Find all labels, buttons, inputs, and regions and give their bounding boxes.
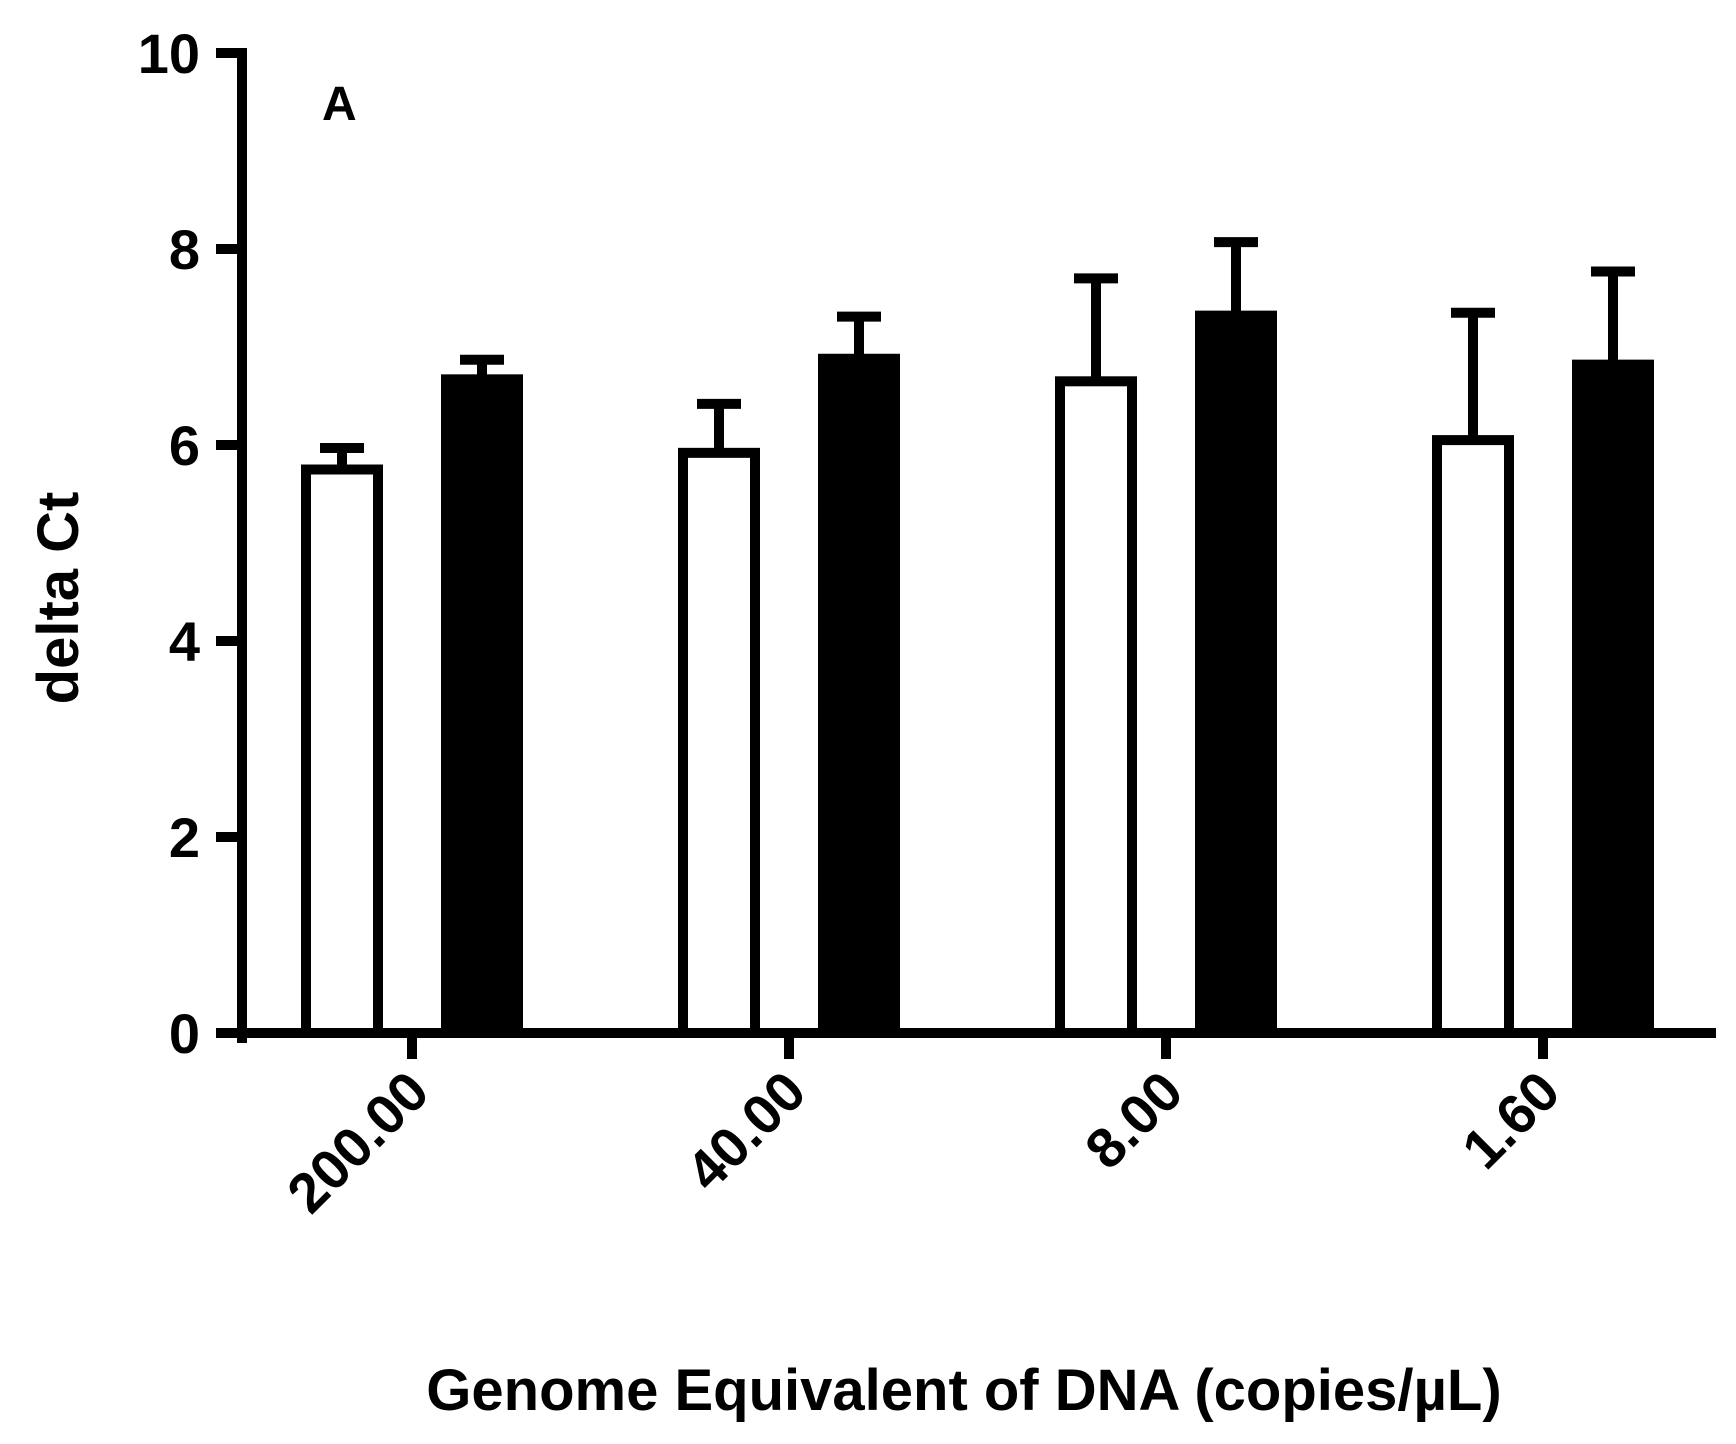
bar (818, 353, 900, 1038)
y-tick-label: 8 (169, 218, 200, 281)
bar (1055, 376, 1137, 1038)
y-tick-label: 0 (169, 1002, 200, 1065)
y-tick-label: 10 (138, 22, 200, 85)
bar (1195, 310, 1277, 1038)
x-tick-label: 40.00 (674, 1059, 818, 1203)
y-tick-label: 2 (169, 806, 200, 869)
x-axis-label: Genome Equivalent of DNA (copies/µL) (426, 1358, 1501, 1423)
bar (678, 447, 760, 1038)
bars-layer (301, 237, 1654, 1039)
panel-label: A (322, 78, 357, 131)
axes-layer (216, 48, 1716, 1043)
y-tick-label: 6 (169, 414, 200, 477)
bar (1432, 435, 1514, 1039)
x-tick-label: 200.00 (275, 1059, 441, 1225)
bar (441, 374, 523, 1038)
y-axis-label: delta Ct (26, 492, 91, 705)
x-tick-label: 1.60 (1450, 1059, 1572, 1181)
bar (1572, 359, 1654, 1038)
y-tick-label: 4 (169, 610, 200, 673)
x-tick-label: 8.00 (1073, 1059, 1195, 1181)
bar (301, 464, 383, 1038)
